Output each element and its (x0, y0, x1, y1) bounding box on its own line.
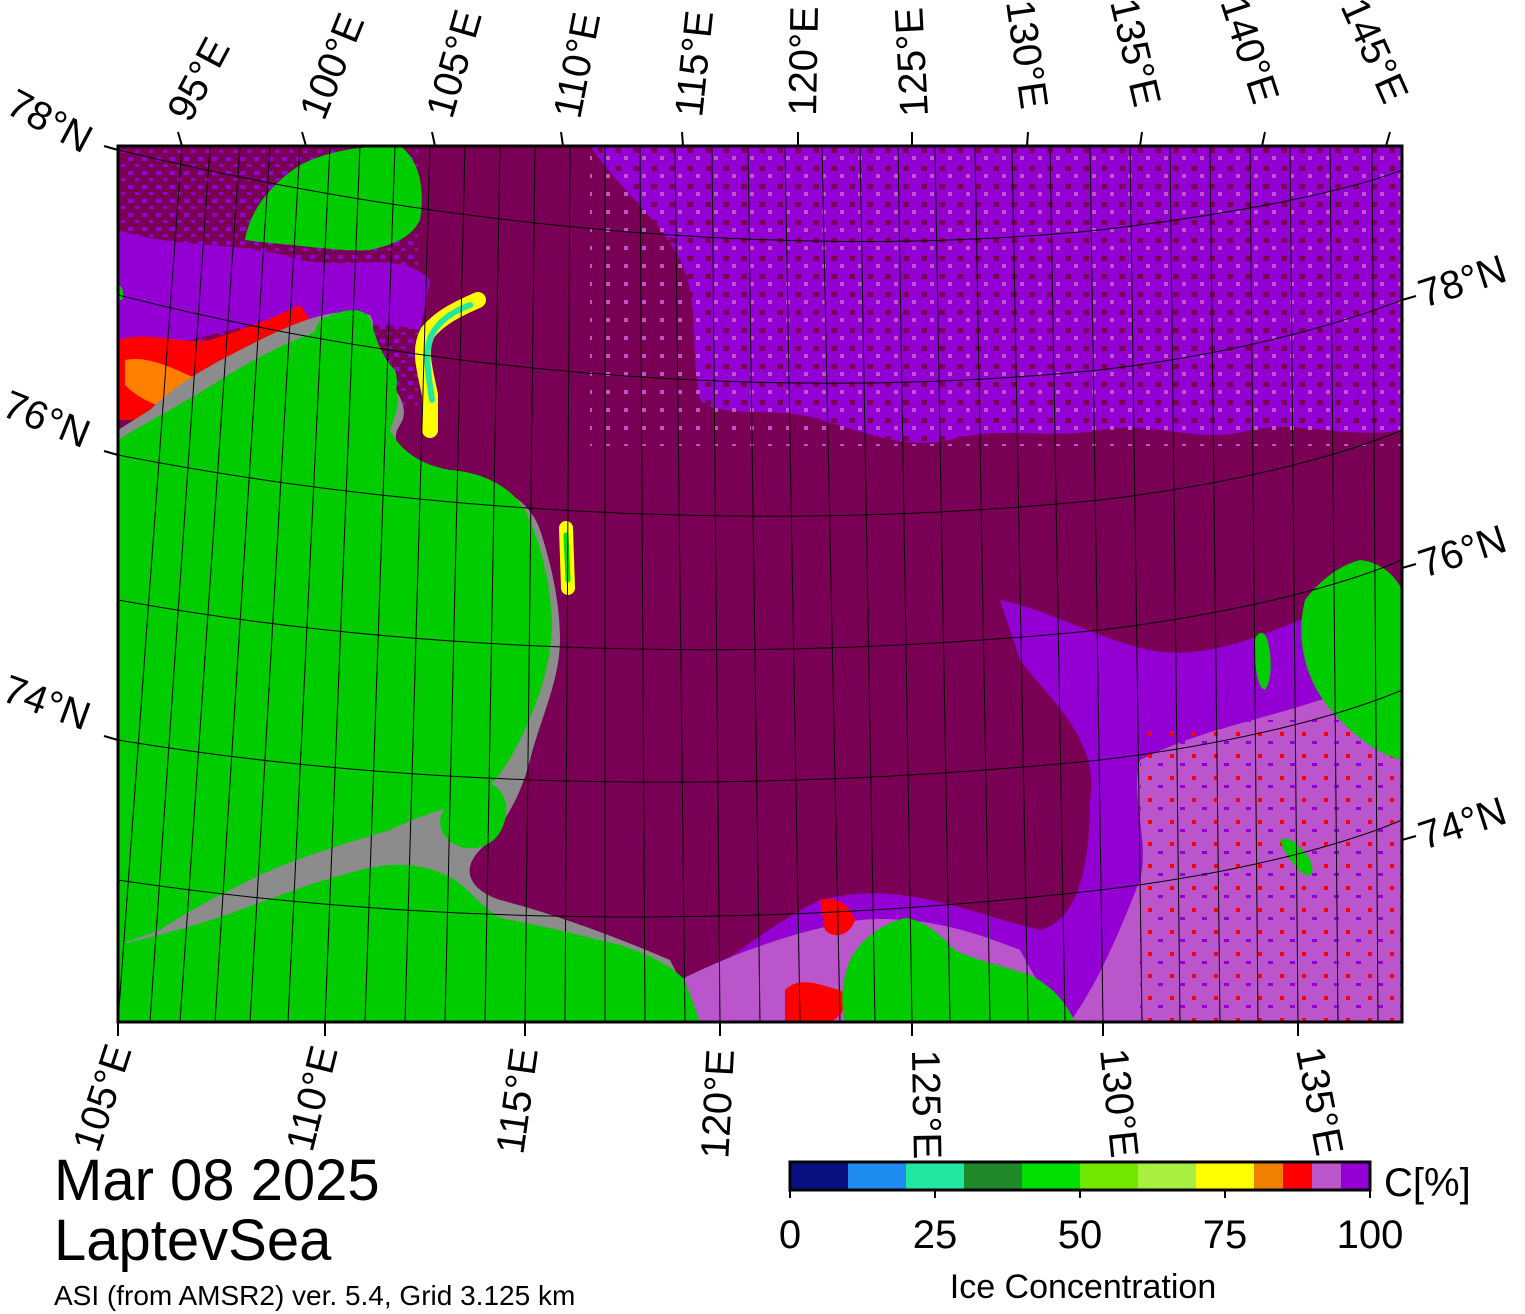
top-lon-label: 140°E (1211, 0, 1287, 109)
map-region: LaptevSea (54, 1208, 332, 1273)
top-lon-label: 145°E (1332, 0, 1417, 110)
land-lena-delta (842, 918, 1075, 1022)
land-bolshoy-begichev (440, 782, 507, 849)
colorbar-swatch (906, 1162, 964, 1190)
top-lon-label: 110°E (546, 9, 610, 122)
colorbar-swatch (1022, 1162, 1080, 1190)
polynya-severnaya-zemlya-inner (424, 302, 473, 403)
right-latitude-labels: 78°N 76°N 74°N (1413, 247, 1512, 858)
colorbar: 0 25 50 75 100 C[%] Ice Concentration (779, 1160, 1471, 1306)
bottom-lon-label: 120°E (693, 1048, 743, 1160)
colorbar-title: Ice Concentration (950, 1268, 1217, 1306)
colorbar-swatch (848, 1162, 906, 1190)
ice-texture-southeast (1140, 720, 1402, 1022)
map-frame (116, 144, 1404, 1024)
colorbar-swatches (790, 1162, 1370, 1190)
colorbar-swatch (1138, 1162, 1196, 1190)
colorbar-swatch (1283, 1162, 1312, 1190)
land-kotelny-island (1301, 560, 1402, 760)
colorbar-swatch (1312, 1162, 1341, 1190)
colorbar-tick-label: 0 (779, 1213, 801, 1257)
colorbar-swatch (1080, 1162, 1138, 1190)
top-lon-label: 125°E (887, 6, 937, 118)
colorbar-swatch (1196, 1162, 1254, 1190)
graticule-parallels (118, 149, 1402, 918)
land-belkovsky-island (1254, 632, 1271, 690)
colorbar-swatch (1254, 1162, 1283, 1190)
top-lon-label: 95°E (159, 31, 239, 129)
map-date: Mar 08 2025 (54, 1148, 380, 1213)
bottom-lon-label: 115°E (489, 1045, 547, 1157)
bottom-longitude-labels: 105°E 110°E 115°E 120°E 125°E 130°E 135°… (65, 1039, 1351, 1160)
land-mainland-south (118, 864, 700, 1022)
ice-texture-north (590, 146, 1402, 446)
top-lon-label: 100°E (292, 7, 374, 125)
colorbar-ticks: 0 25 50 75 100 (779, 1190, 1404, 1257)
graticule-meridians (118, 146, 1379, 1022)
left-latitude-labels: 78°N 76°N 74°N (0, 81, 99, 739)
top-lon-label: 130°E (997, 0, 1056, 112)
axis-ticks (103, 131, 1417, 1036)
left-lat-label: 74°N (0, 667, 96, 739)
colorbar-swatch (1341, 1162, 1370, 1190)
top-lon-label: 115°E (667, 8, 722, 118)
map-source: ASI (from AMSR2) ver. 5.4, Grid 3.125 km (54, 1280, 576, 1311)
bottom-lon-label: 130°E (1091, 1046, 1146, 1159)
colorbar-swatch (964, 1162, 1022, 1190)
top-lon-label: 135°E (1101, 0, 1168, 111)
colorbar-unit-label: C[%] (1384, 1161, 1471, 1205)
colorbar-tick-label: 100 (1337, 1213, 1404, 1257)
right-lat-label: 74°N (1413, 789, 1512, 858)
left-lat-label: 76°N (0, 383, 96, 457)
map-content (118, 146, 1402, 1022)
bottom-lon-label: 110°E (278, 1042, 346, 1156)
land-taymyr-peninsula (118, 325, 552, 1022)
bottom-lon-label: 135°E (1287, 1043, 1351, 1159)
colorbar-swatch (790, 1162, 848, 1190)
left-lat-label: 78°N (0, 81, 99, 162)
colorbar-tick-label: 75 (1203, 1213, 1248, 1257)
top-lon-label: 120°E (781, 6, 827, 116)
right-lat-label: 76°N (1413, 517, 1512, 586)
colorbar-tick-label: 50 (1058, 1213, 1103, 1257)
colorbar-tick-label: 25 (913, 1213, 958, 1257)
bottom-lon-label: 105°E (65, 1039, 141, 1157)
land-bolshevik-island (308, 310, 397, 416)
land-severnaya-zemlya (245, 146, 422, 251)
right-lat-label: 78°N (1413, 247, 1512, 316)
top-longitude-labels: 95°E 100°E 105°E 110°E 115°E 120°E 125°E… (159, 0, 1416, 128)
top-lon-label: 105°E (418, 5, 490, 122)
bottom-lon-label: 125°E (903, 1049, 949, 1159)
